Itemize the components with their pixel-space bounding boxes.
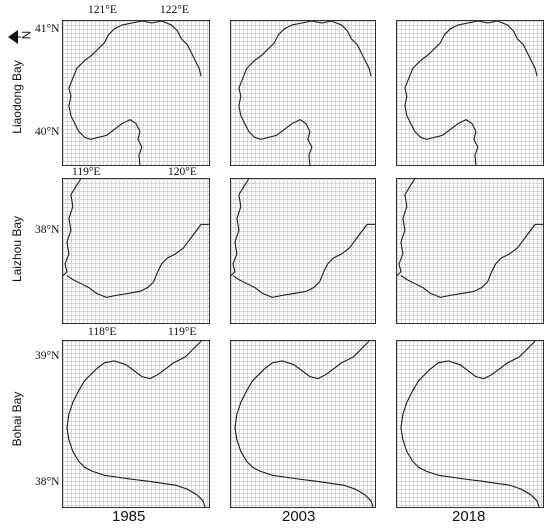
x-tick-120e: 120°E — [168, 166, 197, 178]
y-tick-41n: 41°N — [35, 23, 60, 35]
map-laizhou-2018 — [396, 178, 544, 324]
y-tick-38n-bohai: 38°N — [35, 476, 60, 488]
year-label-2003: 2003 — [282, 508, 316, 525]
x-tick-121e: 121°E — [88, 4, 117, 16]
coastline-laizhou-2003 — [231, 179, 375, 298]
year-label-1985: 1985 — [112, 508, 146, 525]
coastline-laizhou-1985 — [63, 179, 209, 298]
map-liaodong-2018 — [396, 20, 544, 166]
coastline-bohai-2003 — [234, 341, 374, 507]
north-label: N — [19, 30, 34, 40]
x-tick-118e: 118°E — [88, 326, 117, 338]
map-laizhou-2003 — [230, 178, 376, 324]
x-tick-119e-bohai: 119°E — [168, 326, 197, 338]
row-label-bohai: Bohai Bay — [10, 391, 24, 447]
y-tick-40n: 40°N — [35, 126, 60, 138]
coastline-liaodong-1985 — [68, 21, 202, 165]
north-arrow-icon — [8, 30, 21, 44]
y-tick-38n-laizhou: 38°N — [35, 224, 60, 236]
coastline-liaodong-2018 — [404, 21, 538, 165]
y-tick-39n: 39°N — [35, 350, 60, 362]
coastline-bohai-1985 — [66, 341, 206, 507]
map-liaodong-2003 — [230, 20, 376, 166]
row-label-liaodong: Liaodong Bay — [10, 60, 24, 134]
map-laizhou-1985 — [62, 178, 210, 324]
year-label-2018: 2018 — [452, 508, 486, 525]
coastline-bohai-2018 — [400, 341, 540, 507]
map-bohai-2018 — [396, 340, 544, 508]
map-bohai-2003 — [230, 340, 376, 508]
coastline-liaodong-2003 — [238, 21, 372, 165]
row-label-laizhou: Laizhou Bay — [10, 215, 24, 283]
coastline-laizhou-2018 — [397, 179, 543, 298]
x-tick-119e: 119°E — [72, 166, 101, 178]
map-liaodong-1985 — [62, 20, 210, 166]
map-bohai-1985 — [62, 340, 210, 508]
north-arrow: N — [6, 28, 34, 46]
x-tick-122e: 122°E — [160, 4, 189, 16]
